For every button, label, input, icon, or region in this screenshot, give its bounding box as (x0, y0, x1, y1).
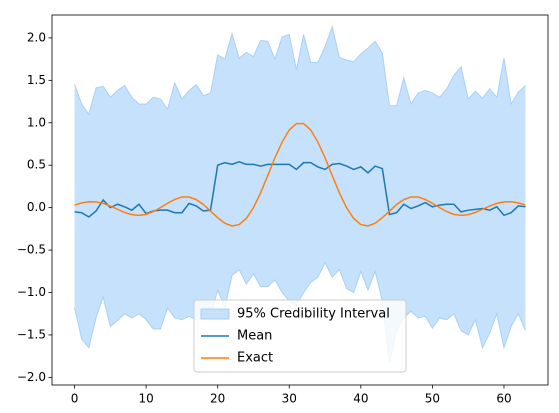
y-tick-label: −0.5 (17, 243, 46, 257)
legend-label: Exact (237, 351, 273, 366)
x-tick-label: 30 (282, 392, 297, 406)
band-lower (74, 261, 526, 363)
legend-box (193, 299, 407, 373)
band-fill (74, 26, 526, 363)
x-tick-label: 40 (353, 392, 368, 406)
y-tick-label: 2.0 (27, 30, 46, 44)
band-upper (74, 25, 526, 116)
legend-label: 95% Credibility Interval (237, 307, 390, 322)
x-tick-label: 60 (496, 392, 511, 406)
x-tick-label: 20 (210, 392, 225, 406)
legend-swatch (200, 308, 230, 320)
x-tick-label: 50 (425, 392, 440, 406)
x-tick-label: 10 (138, 392, 153, 406)
y-tick-label: 1.0 (27, 115, 46, 129)
legend-label: Mean (237, 329, 272, 344)
y-tick-label: −1.0 (17, 285, 46, 299)
series-line (74, 122, 526, 227)
y-tick-label: 0.5 (27, 158, 46, 172)
y-tick-label: 1.5 (27, 73, 46, 87)
y-tick-label: −1.5 (17, 327, 46, 341)
legend: 95% Credibility Interval Mean Exact (193, 299, 407, 373)
axes-frame (51, 14, 549, 386)
y-tick-label: 0.0 (27, 200, 46, 214)
x-tick-label: 0 (71, 392, 79, 406)
y-tick-label: −2.0 (17, 370, 46, 384)
